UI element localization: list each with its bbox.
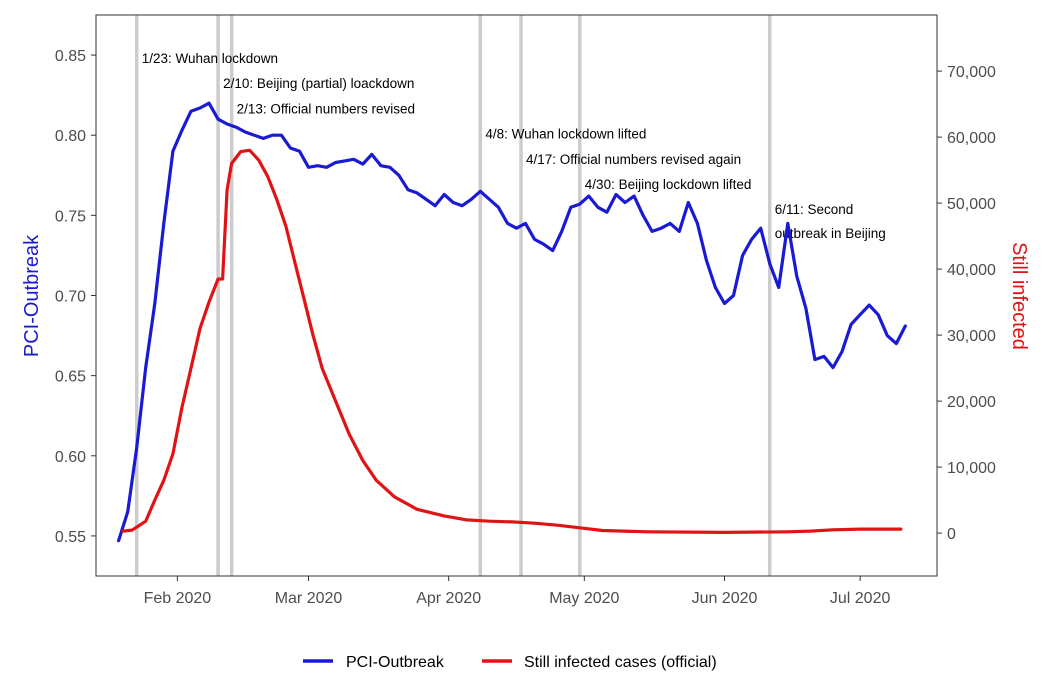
event-label-2020-04-08-line-0: 4/8: Wuhan lockdown lifted [485,127,646,142]
event-label-2020-06-11-line-0: 6/11: Second [775,202,854,217]
x-tick-label-may-2020: May 2020 [549,590,619,607]
y-axis-right: 0 10,000 20,000 30,000 40,000 50,000 60,000 70,… [937,64,996,543]
y-right-tick-label-4: 40,000 [947,262,996,279]
event-label-2020-04-30-line-0: 4/30: Beijing lockdown lifted [585,177,752,192]
event-label-2020-06-11-line-1: outbreak in Beijing [775,226,886,241]
event-label-2020-02-10-line-0: 2/10: Beijing (partial) loackdown [223,76,414,91]
x-tick-label-mar-2020: Mar 2020 [275,590,343,607]
legend: PCI-Outbreak Still infected cases (offic… [303,654,717,671]
y-right-tick-label-6: 60,000 [947,130,996,147]
y-left-tick-label-6: 0.85 [55,48,86,65]
y-left-tick-label-5: 0.80 [55,128,86,145]
y-axis-left: 0.55 0.60 0.65 0.70 0.75 0.80 0.85 [55,48,96,546]
legend-label-still-infected: Still infected cases (official) [524,654,717,671]
series-layer [116,101,907,543]
y-right-tick-label-2: 20,000 [947,394,996,411]
event-labels: 1/23: Wuhan lockdown 2/10: Beijing (parti… [142,51,886,241]
y-left-tick-label-0: 0.55 [55,529,86,546]
event-label-2020-02-13-line-0: 2/13: Official numbers revised [237,101,415,116]
y-left-tick-label-4: 0.75 [55,208,86,225]
y-right-tick-label-3: 30,000 [947,328,996,345]
y-right-tick-label-0: 0 [947,526,956,543]
series-line-still-infected-cases-official [121,148,903,535]
x-axis: Feb 2020 Mar 2020 Apr 2020 May 2020 Jun 2020… [144,576,891,607]
y-right-tick-label-5: 50,000 [947,196,996,213]
event-label-2020-01-23-line-0: 1/23: Wuhan lockdown [142,51,278,66]
x-tick-label-jun-2020: Jun 2020 [692,590,758,607]
event-label-2020-04-17-line-0: 4/17: Official numbers revised again [526,152,741,167]
y-left-tick-label-1: 0.60 [55,449,86,466]
x-tick-label-feb-2020: Feb 2020 [144,590,212,607]
y-left-tick-label-2: 0.65 [55,369,86,386]
series-line-pci-outbreak [116,101,907,543]
y-axis-right-title: Still infected [1008,242,1030,350]
event-lines [134,15,772,576]
y-right-tick-label-7: 70,000 [947,64,996,81]
y-left-tick-label-3: 0.70 [55,289,86,306]
x-tick-label-jul-2020: Jul 2020 [830,590,891,607]
y-right-tick-label-1: 10,000 [947,460,996,477]
x-tick-label-apr-2020: Apr 2020 [416,590,481,607]
y-axis-left-title: PCI-Outbreak [21,234,43,357]
legend-label-pci-outbreak: PCI-Outbreak [346,654,445,671]
